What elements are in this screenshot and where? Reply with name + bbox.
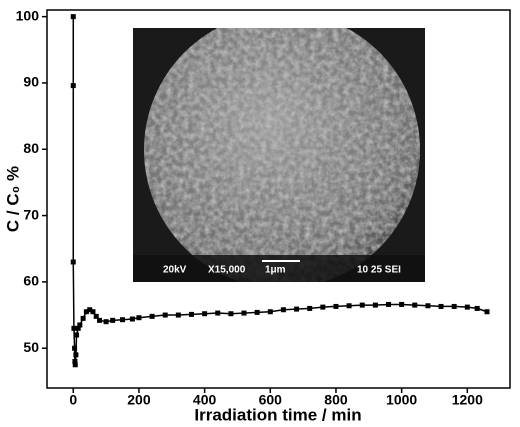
data-point (93, 313, 99, 319)
y-tick-label: 50 (23, 339, 39, 355)
x-tick-label: 600 (259, 392, 283, 408)
data-point (87, 307, 93, 313)
data-point (241, 310, 247, 316)
x-axis-title: Irradiation time / min (194, 405, 361, 424)
data-point (438, 303, 444, 309)
data-point (90, 309, 96, 315)
data-point (254, 309, 260, 315)
y-axis-title: C / C₀ % (3, 166, 22, 232)
y-tick-label: 70 (23, 206, 39, 222)
data-point (333, 303, 339, 309)
data-point (70, 14, 76, 20)
data-point (215, 310, 221, 316)
data-point (103, 319, 109, 325)
data-point (70, 83, 76, 89)
data-point (359, 302, 365, 308)
x-tick-label: 200 (127, 392, 151, 408)
data-point (294, 306, 300, 312)
data-point (120, 317, 126, 323)
data-point (202, 311, 208, 317)
y-tick-label: 100 (16, 7, 40, 23)
data-point (451, 303, 457, 309)
data-point (307, 305, 313, 311)
data-point (74, 332, 80, 338)
x-tick-label: 1000 (386, 392, 417, 408)
y-tick-label: 80 (23, 140, 39, 156)
data-point (77, 322, 83, 328)
inset-label: X15,000 (208, 265, 246, 276)
data-point (73, 352, 79, 358)
data-point (280, 307, 286, 313)
data-point (228, 311, 234, 317)
x-tick-label: 800 (324, 392, 348, 408)
data-point (175, 312, 181, 318)
y-tick-label: 60 (23, 273, 39, 289)
y-tick-label: 90 (23, 74, 39, 90)
data-point (97, 317, 103, 323)
data-point (267, 309, 273, 315)
data-point (346, 303, 352, 309)
data-point (70, 259, 76, 265)
data-point (80, 315, 86, 321)
data-point (484, 309, 490, 315)
inset-label: 20kV (163, 265, 187, 276)
data-point (83, 309, 89, 315)
data-point (72, 362, 78, 368)
sem-inset (133, 28, 425, 282)
data-point (320, 304, 326, 310)
x-tick-label: 0 (69, 392, 77, 408)
data-point (412, 302, 418, 308)
data-point (464, 304, 470, 310)
data-point (72, 358, 78, 364)
plot-frame (46, 9, 511, 389)
x-tick-label: 400 (193, 392, 217, 408)
data-point (136, 315, 142, 321)
data-point (72, 345, 78, 351)
data-point (71, 325, 77, 331)
microsphere-texture (144, 28, 420, 282)
data-point (372, 302, 378, 308)
data-point (474, 305, 480, 311)
data-point (162, 312, 168, 318)
x-tick-label: 1200 (452, 392, 483, 408)
data-point (399, 301, 405, 307)
data-point (110, 317, 116, 323)
inset-label: 1μm (265, 265, 286, 276)
data-point (75, 325, 81, 331)
data-point (188, 311, 194, 317)
inset-infobar (133, 255, 425, 282)
data-point (129, 316, 135, 322)
data-point (386, 301, 392, 307)
data-point (149, 313, 155, 319)
data-point (425, 303, 431, 309)
inset-label: 10 25 SEI (357, 265, 401, 276)
